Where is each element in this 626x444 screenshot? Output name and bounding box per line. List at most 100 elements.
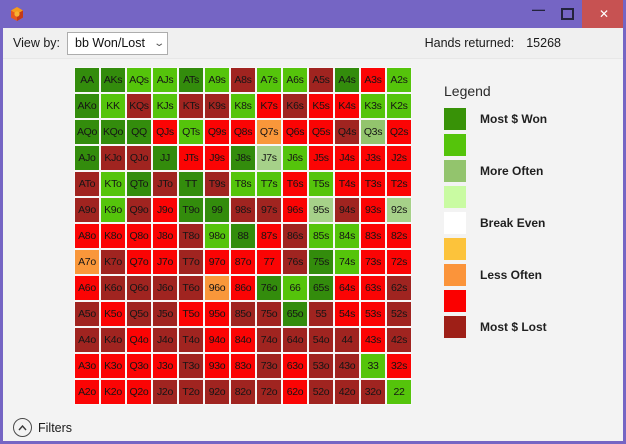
hand-cell-K6s[interactable]: K6s xyxy=(283,94,307,118)
hand-cell-T6o[interactable]: T6o xyxy=(179,276,203,300)
hand-cell-87o[interactable]: 87o xyxy=(231,250,255,274)
hand-cell-K2s[interactable]: K2s xyxy=(387,94,411,118)
hand-cell-95s[interactable]: 95s xyxy=(309,198,333,222)
hand-cell-AKo[interactable]: AKo xyxy=(75,94,99,118)
hand-cell-Q7o[interactable]: Q7o xyxy=(127,250,151,274)
hand-cell-T9s[interactable]: T9s xyxy=(205,172,229,196)
hand-cell-Q4o[interactable]: Q4o xyxy=(127,328,151,352)
hand-cell-54o[interactable]: 54o xyxy=(309,328,333,352)
hand-cell-K3s[interactable]: K3s xyxy=(361,94,385,118)
hand-cell-Q4s[interactable]: Q4s xyxy=(335,120,359,144)
hand-cell-97o[interactable]: 97o xyxy=(205,250,229,274)
hand-cell-KTs[interactable]: KTs xyxy=(179,94,203,118)
hand-cell-A8o[interactable]: A8o xyxy=(75,224,99,248)
hand-cell-73s[interactable]: 73s xyxy=(361,250,385,274)
hand-cell-J8o[interactable]: J8o xyxy=(153,224,177,248)
hand-cell-93o[interactable]: 93o xyxy=(205,354,229,378)
hand-cell-98s[interactable]: 98s xyxy=(231,198,255,222)
hand-cell-Q6s[interactable]: Q6s xyxy=(283,120,307,144)
hand-cell-98o[interactable]: 98o xyxy=(205,224,229,248)
hand-cell-QJs[interactable]: QJs xyxy=(153,120,177,144)
hand-cell-J3o[interactable]: J3o xyxy=(153,354,177,378)
hand-cell-T7s[interactable]: T7s xyxy=(257,172,281,196)
hand-cell-A8s[interactable]: A8s xyxy=(231,68,255,92)
hand-cell-ATo[interactable]: ATo xyxy=(75,172,99,196)
hand-cell-32s[interactable]: 32s xyxy=(387,354,411,378)
hand-cell-T4s[interactable]: T4s xyxy=(335,172,359,196)
hand-cell-T5s[interactable]: T5s xyxy=(309,172,333,196)
hand-cell-22[interactable]: 22 xyxy=(387,380,411,404)
hand-cell-A4o[interactable]: A4o xyxy=(75,328,99,352)
hand-cell-T3s[interactable]: T3s xyxy=(361,172,385,196)
hand-cell-T3o[interactable]: T3o xyxy=(179,354,203,378)
hand-cell-JJ[interactable]: JJ xyxy=(153,146,177,170)
hand-cell-J7o[interactable]: J7o xyxy=(153,250,177,274)
hand-cell-AQo[interactable]: AQo xyxy=(75,120,99,144)
hand-cell-T8o[interactable]: T8o xyxy=(179,224,203,248)
hand-cell-44[interactable]: 44 xyxy=(335,328,359,352)
hand-cell-75s[interactable]: 75s xyxy=(309,250,333,274)
hand-cell-A6o[interactable]: A6o xyxy=(75,276,99,300)
hand-cell-73o[interactable]: 73o xyxy=(257,354,281,378)
hand-cell-Q9o[interactable]: Q9o xyxy=(127,198,151,222)
hand-cell-K6o[interactable]: K6o xyxy=(101,276,125,300)
hand-cell-A5o[interactable]: A5o xyxy=(75,302,99,326)
hand-cell-K3o[interactable]: K3o xyxy=(101,354,125,378)
hand-cell-53o[interactable]: 53o xyxy=(309,354,333,378)
hand-cell-J5s[interactable]: J5s xyxy=(309,146,333,170)
hand-cell-KQo[interactable]: KQo xyxy=(101,120,125,144)
hand-cell-84o[interactable]: 84o xyxy=(231,328,255,352)
hand-cell-K4s[interactable]: K4s xyxy=(335,94,359,118)
hand-cell-87s[interactable]: 87s xyxy=(257,224,281,248)
hand-cell-42s[interactable]: 42s xyxy=(387,328,411,352)
hand-cell-74o[interactable]: 74o xyxy=(257,328,281,352)
hand-cell-62o[interactable]: 62o xyxy=(283,380,307,404)
hand-cell-96o[interactable]: 96o xyxy=(205,276,229,300)
hand-cell-J9s[interactable]: J9s xyxy=(205,146,229,170)
hand-cell-KTo[interactable]: KTo xyxy=(101,172,125,196)
hand-cell-J4o[interactable]: J4o xyxy=(153,328,177,352)
hand-cell-42o[interactable]: 42o xyxy=(335,380,359,404)
hand-cell-A7o[interactable]: A7o xyxy=(75,250,99,274)
hand-cell-A5s[interactable]: A5s xyxy=(309,68,333,92)
hand-cell-J2s[interactable]: J2s xyxy=(387,146,411,170)
hand-cell-63s[interactable]: 63s xyxy=(361,276,385,300)
hand-cell-K5o[interactable]: K5o xyxy=(101,302,125,326)
hand-cell-86s[interactable]: 86s xyxy=(283,224,307,248)
hand-cell-94s[interactable]: 94s xyxy=(335,198,359,222)
hand-cell-53s[interactable]: 53s xyxy=(361,302,385,326)
hand-cell-Q8o[interactable]: Q8o xyxy=(127,224,151,248)
hand-cell-92o[interactable]: 92o xyxy=(205,380,229,404)
hand-cell-64o[interactable]: 64o xyxy=(283,328,307,352)
hand-cell-55[interactable]: 55 xyxy=(309,302,333,326)
hand-cell-A9s[interactable]: A9s xyxy=(205,68,229,92)
hand-cell-Q2s[interactable]: Q2s xyxy=(387,120,411,144)
hand-cell-A9o[interactable]: A9o xyxy=(75,198,99,222)
hand-cell-Q3o[interactable]: Q3o xyxy=(127,354,151,378)
hand-cell-32o[interactable]: 32o xyxy=(361,380,385,404)
hand-cell-K5s[interactable]: K5s xyxy=(309,94,333,118)
hand-cell-77[interactable]: 77 xyxy=(257,250,281,274)
hand-cell-K2o[interactable]: K2o xyxy=(101,380,125,404)
hand-cell-KJs[interactable]: KJs xyxy=(153,94,177,118)
hand-cell-K8o[interactable]: K8o xyxy=(101,224,125,248)
hand-cell-82s[interactable]: 82s xyxy=(387,224,411,248)
close-button[interactable]: ✕ xyxy=(582,0,623,28)
hand-cell-96s[interactable]: 96s xyxy=(283,198,307,222)
hand-cell-A3s[interactable]: A3s xyxy=(361,68,385,92)
hand-cell-76s[interactable]: 76s xyxy=(283,250,307,274)
hand-cell-66[interactable]: 66 xyxy=(283,276,307,300)
hand-cell-T9o[interactable]: T9o xyxy=(179,198,203,222)
hand-cell-K9s[interactable]: K9s xyxy=(205,94,229,118)
hand-cell-KJo[interactable]: KJo xyxy=(101,146,125,170)
hand-cell-Q5o[interactable]: Q5o xyxy=(127,302,151,326)
hand-cell-T7o[interactable]: T7o xyxy=(179,250,203,274)
maximize-button[interactable] xyxy=(553,0,582,28)
hand-cell-T2s[interactable]: T2s xyxy=(387,172,411,196)
hand-cell-92s[interactable]: 92s xyxy=(387,198,411,222)
hand-cell-Q3s[interactable]: Q3s xyxy=(361,120,385,144)
hand-cell-T4o[interactable]: T4o xyxy=(179,328,203,352)
filters-toggle-button[interactable] xyxy=(13,418,32,437)
hand-cell-J3s[interactable]: J3s xyxy=(361,146,385,170)
hand-cell-43s[interactable]: 43s xyxy=(361,328,385,352)
